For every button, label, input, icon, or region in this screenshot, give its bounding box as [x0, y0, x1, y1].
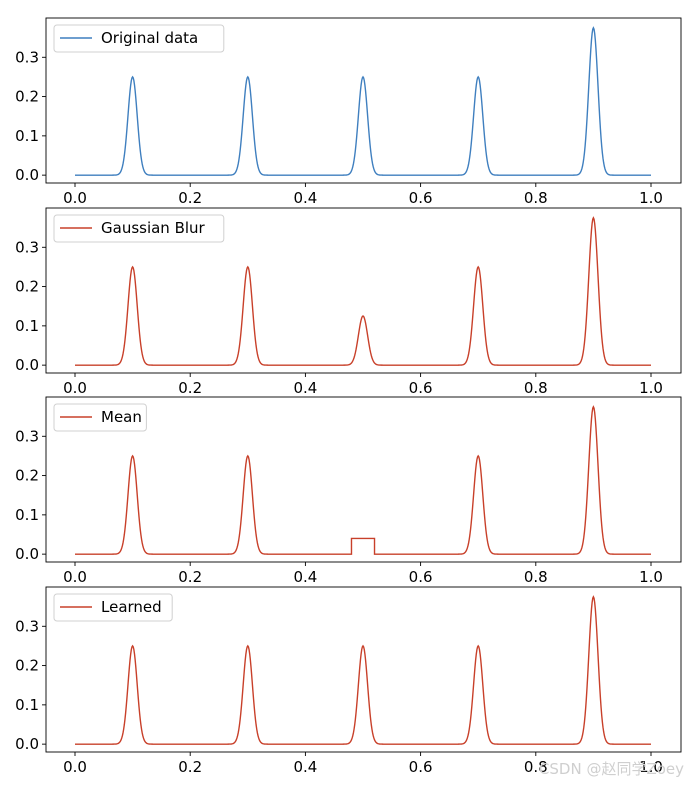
x-tick-label: 0.8 — [524, 189, 548, 207]
legend-label: Learned — [101, 598, 162, 616]
series-line — [75, 26, 651, 176]
chart-panels: 0.0 0.2 0.4 0.6 0.8 1.0 0.0 0.1 0.2 0.3 Original d… — [15, 17, 682, 776]
plot-frame — [45, 396, 682, 563]
x-tick-label: 0.4 — [293, 379, 317, 397]
x-tick-label: 0.0 — [63, 189, 87, 207]
plot-frame — [45, 17, 682, 184]
y-tick-label: 0.1 — [15, 317, 39, 335]
legend: Original data — [53, 24, 225, 53]
x-tick-label: 0.2 — [178, 568, 202, 586]
plot-frame — [45, 207, 682, 374]
legend-box — [53, 403, 147, 432]
legend-label: Gaussian Blur — [101, 219, 206, 237]
x-tick-label: 0.6 — [409, 568, 433, 586]
legend: Learned — [53, 593, 173, 622]
x-tick-label: 1.0 — [639, 568, 663, 586]
legend: Mean — [53, 403, 147, 432]
legend-box — [53, 24, 225, 53]
x-tick-label: 0.2 — [178, 758, 202, 776]
legend: Gaussian Blur — [53, 214, 225, 243]
y-tick-label: 0.3 — [15, 427, 39, 445]
x-tick-label: 0.2 — [178, 379, 202, 397]
y-tick-label: 0.1 — [15, 506, 39, 524]
legend-box — [53, 214, 225, 243]
y-tick-label: 0.3 — [15, 48, 39, 66]
y-tick-label: 0.0 — [15, 356, 39, 374]
x-tick-label: 0.4 — [293, 189, 317, 207]
watermark-text: CSDN @赵同学Zoey — [539, 760, 684, 778]
chart-panel-3: 0.0 0.2 0.4 0.6 0.8 1.0 0.0 0.1 0.2 0.3 Mean — [15, 396, 682, 586]
x-tick-label: 0.4 — [293, 758, 317, 776]
legend-box — [53, 593, 173, 622]
y-tick-label: 0.0 — [15, 166, 39, 184]
x-tick-label: 1.0 — [639, 758, 663, 776]
y-tick-label: 0.1 — [15, 696, 39, 714]
legend-label: Original data — [101, 29, 198, 47]
chart-panel-2: 0.0 0.2 0.4 0.6 0.8 1.0 0.0 0.1 0.2 0.3 Gaussian B… — [15, 207, 682, 397]
plot-frame — [45, 586, 682, 753]
x-tick-label: 0.4 — [293, 568, 317, 586]
x-tick-label: 0.0 — [63, 568, 87, 586]
x-tick-label: 1.0 — [639, 189, 663, 207]
x-tick-label: 0.0 — [63, 379, 87, 397]
series-line — [75, 216, 651, 366]
chart-panel-1: 0.0 0.2 0.4 0.6 0.8 1.0 0.0 0.1 0.2 0.3 Original d… — [15, 17, 682, 207]
y-tick-label: 0.1 — [15, 127, 39, 145]
x-tick-label: 0.6 — [409, 758, 433, 776]
y-tick-label: 0.2 — [15, 278, 39, 296]
y-tick-label: 0.2 — [15, 657, 39, 675]
x-tick-label: 0.6 — [409, 379, 433, 397]
x-tick-label: 1.0 — [639, 379, 663, 397]
y-tick-label: 0.2 — [15, 467, 39, 485]
x-tick-label: 0.8 — [524, 758, 548, 776]
chart-panel-4: 0.0 0.2 0.4 0.6 0.8 1.0 0.0 0.1 0.2 0.3 Learned — [15, 586, 682, 776]
y-tick-label: 0.2 — [15, 88, 39, 106]
y-tick-label: 0.3 — [15, 617, 39, 635]
series-line — [75, 595, 651, 745]
x-tick-label: 0.0 — [63, 758, 87, 776]
y-tick-label: 0.0 — [15, 735, 39, 753]
series-line — [75, 405, 651, 555]
x-tick-label: 0.8 — [524, 568, 548, 586]
x-tick-label: 0.2 — [178, 189, 202, 207]
x-tick-label: 0.8 — [524, 379, 548, 397]
x-tick-label: 0.6 — [409, 189, 433, 207]
legend-label: Mean — [101, 408, 142, 426]
y-tick-label: 0.3 — [15, 238, 39, 256]
y-tick-label: 0.0 — [15, 545, 39, 563]
